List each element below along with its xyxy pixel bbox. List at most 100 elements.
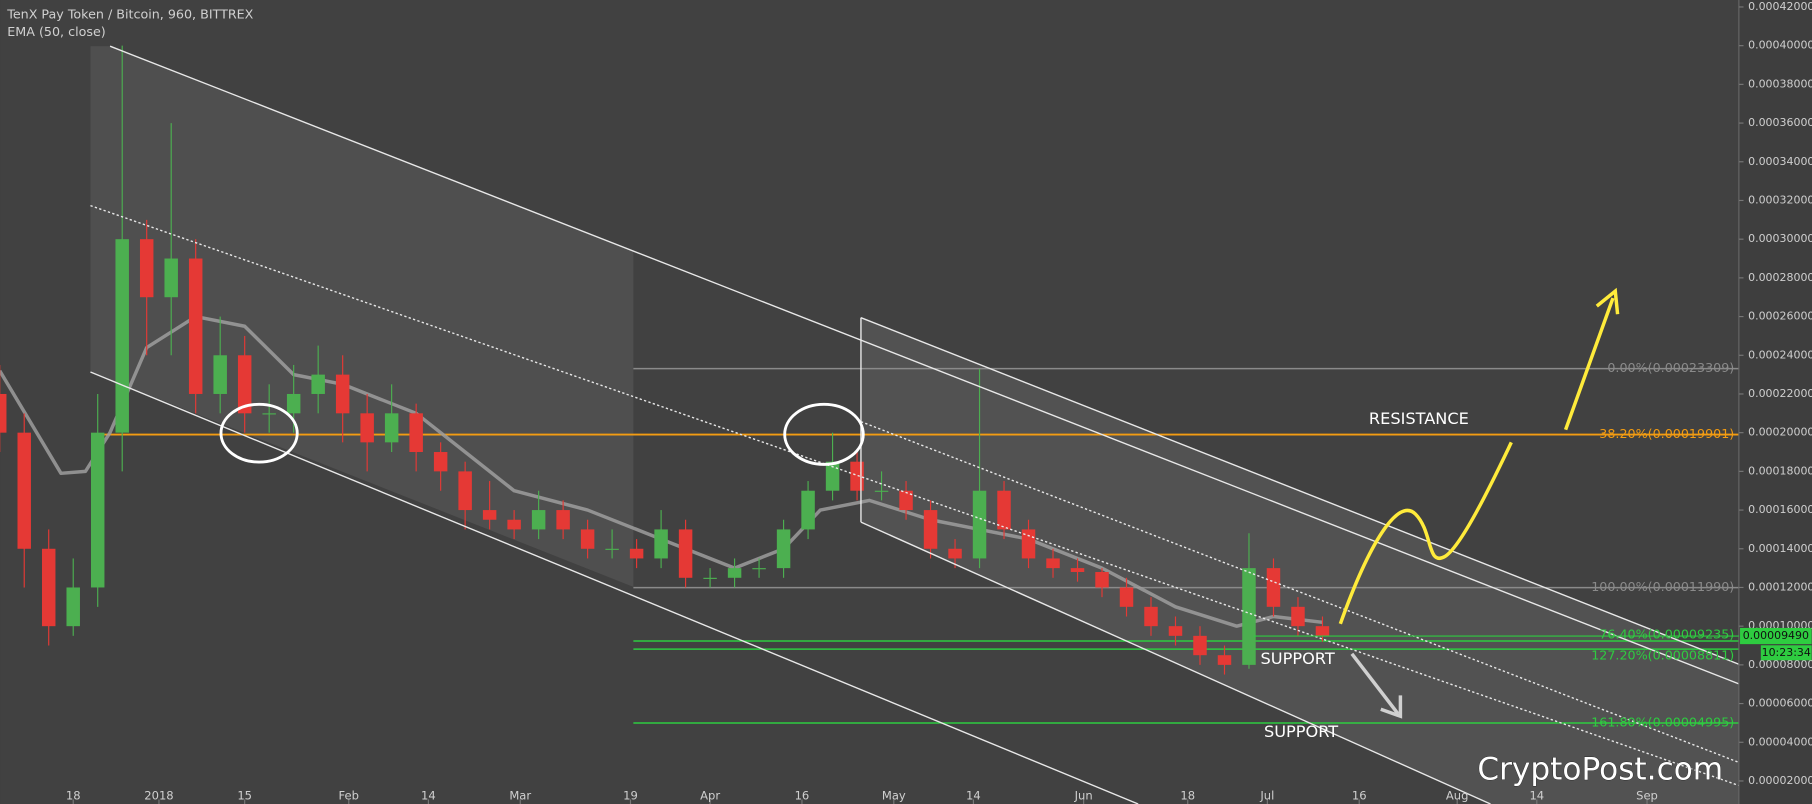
projection-path xyxy=(1338,441,1513,625)
y-tick-label: 0.00014000 xyxy=(1748,542,1812,555)
y-tick-label: 0.00022000 xyxy=(1748,387,1812,400)
candle-body xyxy=(1119,587,1134,607)
overlay: 0.00%(0.00023309) 38.20%(0.00019901) 100.0… xyxy=(1261,360,1735,788)
candle-body xyxy=(1217,655,1232,665)
price-tag-label: 0.00009490 xyxy=(1743,629,1809,642)
x-tick-label: Mar xyxy=(509,788,531,802)
candle-body xyxy=(237,355,252,414)
candle-body xyxy=(1242,568,1256,665)
fib-label: 161.80%(0.00004995) xyxy=(1591,715,1734,730)
channel-shade xyxy=(90,46,634,587)
candle-body xyxy=(482,510,497,520)
x-tick-label: Jun xyxy=(1074,788,1093,802)
y-tick-label: 0.00024000 xyxy=(1748,348,1812,361)
candle-body xyxy=(874,490,889,492)
candle-body xyxy=(213,355,227,394)
candle-body xyxy=(1070,568,1085,572)
x-tick-label: 16 xyxy=(1352,788,1367,802)
candle-body xyxy=(1046,558,1060,569)
y-tick-label: 0.00038000 xyxy=(1748,77,1812,90)
price-tag xyxy=(1740,627,1812,645)
projection-arrow xyxy=(1563,297,1615,431)
trend-lines xyxy=(90,45,1740,804)
y-tick-label: 0.00040000 xyxy=(1748,39,1812,52)
countdown-label: 10:23:34 xyxy=(1762,646,1811,659)
candle-body xyxy=(776,529,791,569)
candle-body xyxy=(997,490,1011,530)
x-tick-label: May xyxy=(882,788,906,802)
candle-body xyxy=(139,239,154,298)
candle-body xyxy=(1021,529,1036,559)
y-tick-label: 0.00028000 xyxy=(1748,271,1812,284)
x-tick-label: 19 xyxy=(623,788,638,802)
channel-midline xyxy=(90,204,1740,787)
candle-body xyxy=(752,568,766,570)
candle-body xyxy=(727,568,742,578)
candle-body xyxy=(531,510,546,530)
candle-body xyxy=(1291,606,1305,627)
candle-body xyxy=(1266,568,1281,607)
x-tick-label: 14 xyxy=(421,788,436,802)
fib-label: 76.40%(0.00009235) xyxy=(1599,627,1734,642)
chart-title: TenX Pay Token / Bitcoin, 960, BITTREX xyxy=(6,7,253,22)
candle-body xyxy=(286,393,301,414)
candle-body xyxy=(41,548,56,627)
x-tick-label: 14 xyxy=(966,788,981,802)
candle-body xyxy=(188,258,203,394)
channel-line xyxy=(90,371,1139,804)
candle-body xyxy=(654,529,668,559)
y-tick-label: 0.00030000 xyxy=(1748,232,1812,245)
candle-body xyxy=(115,239,129,433)
y-tick-label: 0.00006000 xyxy=(1748,697,1812,710)
countdown-tag xyxy=(1760,645,1812,661)
channel-line xyxy=(860,521,1491,804)
candle-body xyxy=(458,471,472,511)
highlight-circle xyxy=(219,402,299,464)
candle-body xyxy=(0,393,7,433)
price-axis xyxy=(1738,0,1812,804)
x-tick-label: 16 xyxy=(795,788,810,802)
candle-body xyxy=(335,374,350,414)
annotation: RESISTANCE xyxy=(1369,409,1469,428)
candle-body xyxy=(825,461,840,491)
y-tick-label: 0.00012000 xyxy=(1748,580,1812,593)
y-tick-label: 0.00032000 xyxy=(1748,193,1812,206)
candle-body xyxy=(433,452,448,472)
indicator-legend: EMA (50, close) xyxy=(7,24,105,39)
x-tick-label: 14 xyxy=(1529,788,1544,802)
candle-body xyxy=(90,432,105,588)
candle-body xyxy=(678,529,693,578)
candle-body xyxy=(384,413,399,443)
candle-body xyxy=(703,577,717,579)
candle-body xyxy=(556,510,570,530)
candle-body xyxy=(1168,626,1183,636)
x-tick-label: Aug xyxy=(1446,788,1469,802)
projection-arrow xyxy=(1350,652,1400,715)
fib-label: 38.20%(0.00019901) xyxy=(1599,426,1734,441)
x-tick-label: Jul xyxy=(1259,788,1274,802)
candle-body xyxy=(605,548,619,550)
x-tick-label: Feb xyxy=(339,788,359,802)
plot-area xyxy=(0,45,1739,724)
candle-body xyxy=(1144,606,1158,627)
candle-body xyxy=(17,432,31,549)
candle-body xyxy=(923,510,938,549)
candle-body xyxy=(948,548,962,559)
y-tick-label: 0.00036000 xyxy=(1748,116,1812,129)
arrow-head xyxy=(1380,695,1403,719)
candle-body xyxy=(164,258,178,298)
candle-body xyxy=(360,413,374,443)
candle-body xyxy=(580,529,595,549)
candle-body xyxy=(1193,635,1207,656)
annotation: SUPPORT xyxy=(1264,722,1338,741)
y-tick-label: 0.00034000 xyxy=(1748,155,1812,168)
candle-body xyxy=(850,461,864,491)
candle-body xyxy=(409,413,423,453)
y-tick-label: 0.00042000 xyxy=(1748,0,1812,13)
x-tick-label: 15 xyxy=(237,788,252,802)
y-tick-label: 0.00020000 xyxy=(1748,426,1812,439)
candle-body xyxy=(1095,571,1109,588)
candle-body xyxy=(66,587,80,627)
